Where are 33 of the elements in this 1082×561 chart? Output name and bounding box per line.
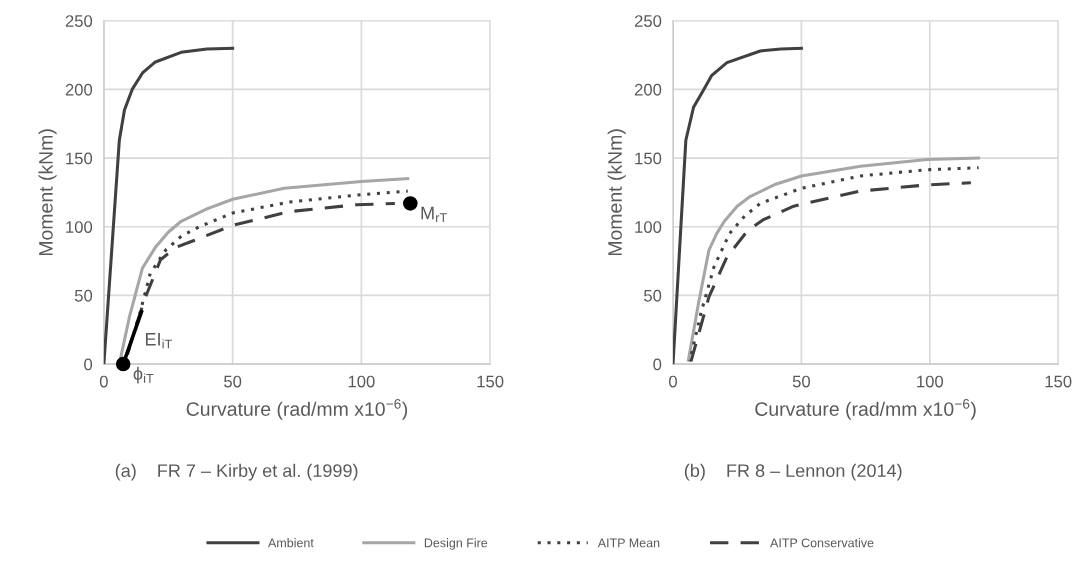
y-tick-label: 0 — [84, 358, 93, 371]
annotation: EI$_{iT}$ — [145, 333, 172, 349]
x-tick-label: 0 — [669, 375, 677, 388]
annotation: ϕ$_{iT}$ — [133, 366, 154, 384]
y-axis-title: Moment (kNm) — [38, 129, 57, 256]
y-tick-label: 150 — [635, 152, 662, 165]
y-tick-label: 50 — [644, 289, 662, 302]
y-tick-label: 250 — [634, 15, 662, 27]
x-tick-label: 0 — [99, 375, 108, 388]
y-tick-label: 200 — [65, 83, 93, 96]
legend-label: Ambient — [268, 538, 314, 548]
x-tick-label: 50 — [792, 375, 811, 388]
y-tick-label: 50 — [74, 289, 93, 302]
x-axis-title: Curvature (rad/mm x10$^{−6}$) — [186, 399, 408, 420]
y-tick-label: 150 — [66, 152, 93, 165]
x-tick-label: 50 — [224, 375, 242, 388]
x-tick-label: 150 — [1045, 375, 1072, 388]
legend-label: AITP Conservative — [770, 538, 874, 548]
x-tick-label: 100 — [917, 375, 944, 388]
text: (a) FR 7 – Kirby et al. (1999) — [115, 463, 358, 481]
y-tick-label: 0 — [653, 358, 662, 371]
y-tick-label: 100 — [635, 221, 662, 233]
legend-label: Design Fire — [424, 538, 488, 550]
annotation: M$_{rT}$ — [421, 206, 447, 223]
y-tick-label: 200 — [634, 83, 662, 96]
y-tick-label: 100 — [66, 221, 93, 233]
x-tick-label: 100 — [348, 375, 375, 388]
legend-label: AITP Mean — [597, 538, 660, 548]
x-axis-title: Curvature (rad/mm x10$^{−6}$) — [755, 399, 976, 420]
x-tick-label: 150 — [477, 375, 504, 388]
y-tick-label: 250 — [65, 15, 93, 27]
y-axis-title: Moment (kNm) — [607, 129, 626, 256]
text: (b) FR 8 – Lennon (2014) — [684, 463, 902, 481]
